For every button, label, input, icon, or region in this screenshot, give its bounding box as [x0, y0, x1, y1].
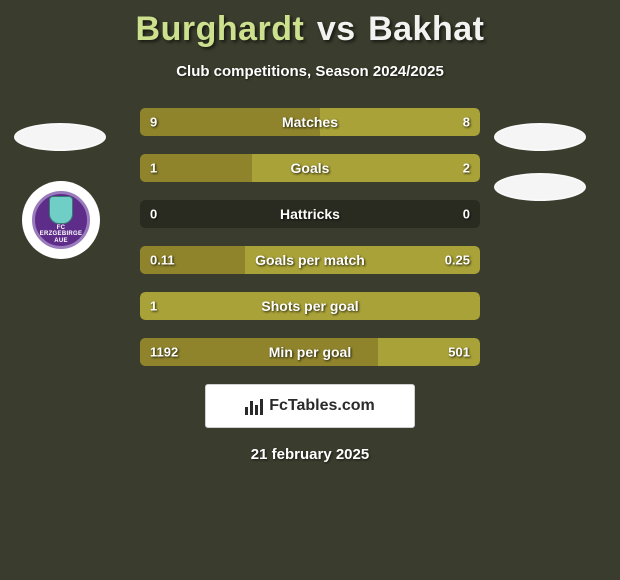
- stat-row: 1 Shots per goal: [140, 292, 480, 320]
- subtitle: Club competitions, Season 2024/2025: [0, 63, 620, 80]
- stat-bars: 9 8 Matches 1 2 Goals 0 0 Hattricks 0.11 0.25 Goals…: [140, 108, 480, 366]
- title-vs: vs: [313, 10, 360, 49]
- fctables-text: FcTables.com: [269, 397, 375, 415]
- stat-label: Hattricks: [280, 206, 340, 222]
- stat-left-value: 1: [150, 299, 157, 314]
- stat-right-value: 501: [448, 345, 470, 360]
- right-club-ellipse-2: [494, 173, 586, 201]
- title-player-right: Bakhat: [364, 10, 488, 49]
- stat-label: Goals per match: [255, 252, 365, 268]
- stat-left-value: 1192: [150, 345, 178, 360]
- stat-left-value: 0.11: [150, 253, 175, 268]
- badge-inner: FC ERZGEBIRGE AUE: [32, 191, 90, 249]
- badge-crest-icon: [49, 196, 73, 224]
- stat-right-value: 0: [463, 207, 470, 222]
- stat-right-value: 0.25: [445, 253, 470, 268]
- title-player-left: Burghardt: [132, 10, 309, 49]
- stat-row: 9 8 Matches: [140, 108, 480, 136]
- stat-left-value: 9: [150, 115, 157, 130]
- stat-label: Shots per goal: [261, 298, 358, 314]
- stat-label: Min per goal: [269, 344, 351, 360]
- stat-left-value: 0: [150, 207, 157, 222]
- left-club-ellipse: [14, 123, 106, 151]
- stat-right-value: 8: [463, 115, 470, 130]
- badge-text-bottom: AUE: [54, 238, 68, 245]
- right-club-ellipse-1: [494, 123, 586, 151]
- date-text: 21 february 2025: [0, 446, 620, 463]
- stat-right-value: 2: [463, 161, 470, 176]
- badge-text-top: FC ERZGEBIRGE: [35, 225, 87, 238]
- stat-label: Matches: [282, 114, 338, 130]
- stat-row: 0.11 0.25 Goals per match: [140, 246, 480, 274]
- fctables-icon: [245, 397, 263, 415]
- stat-row: 0 0 Hattricks: [140, 200, 480, 228]
- fctables-badge[interactable]: FcTables.com: [205, 384, 415, 428]
- stat-row: 1 2 Goals: [140, 154, 480, 182]
- stat-row: 1192 501 Min per goal: [140, 338, 480, 366]
- stat-left-value: 1: [150, 161, 157, 176]
- title: Burghardt vs Bakhat: [0, 0, 620, 49]
- stat-label: Goals: [291, 160, 330, 176]
- left-club-badge: FC ERZGEBIRGE AUE: [22, 181, 100, 259]
